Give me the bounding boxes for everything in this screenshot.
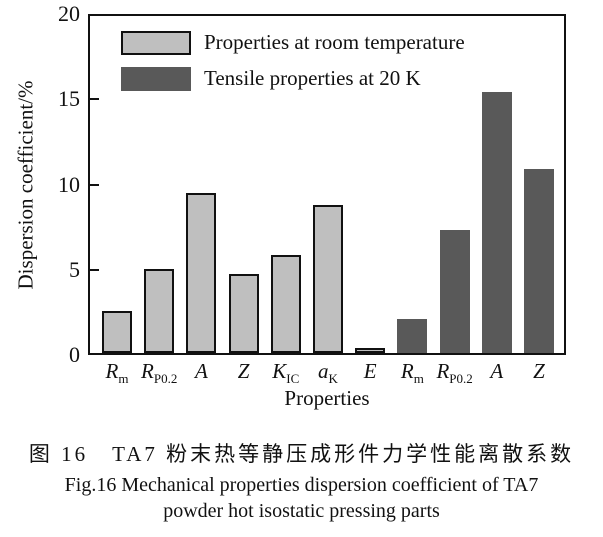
legend-label-20k: Tensile properties at 20 K	[204, 66, 421, 90]
legend-label-room-temperature: Properties at room temperature	[204, 30, 465, 54]
caption-chinese: 图 16 TA7 粉末热等静压成形件力学性能离散系数	[28, 442, 575, 466]
x-tick-label-rp0.2-8: RP0.2	[436, 359, 473, 387]
y-tick-mark-15	[90, 98, 99, 101]
chart-legend: Properties at room temperature Tensile p…	[121, 30, 465, 102]
bar-a-series1	[481, 92, 512, 353]
legend-item-20k: Tensile properties at 20 K	[121, 66, 465, 91]
y-tick-label-5: 5	[69, 256, 80, 282]
y-tick-label-15: 15	[58, 86, 80, 112]
y-tick-mark-5	[90, 268, 99, 271]
y-tick-label-20: 20	[58, 1, 80, 26]
legend-swatch-20k	[121, 66, 191, 91]
x-tick-label-a-2: A	[194, 359, 208, 383]
x-tick-label-kic-4: KIC	[272, 359, 300, 387]
bar-z-series1	[524, 169, 554, 353]
bar-rm-series0	[102, 311, 132, 353]
caption-english-line2: powder hot isostatic pressing parts	[163, 500, 440, 522]
caption-english-line1: Fig.16 Mechanical properties dispersion …	[64, 474, 539, 496]
bar-rp0.2-series0	[144, 269, 175, 353]
x-tick-label-z-3: Z	[237, 359, 250, 383]
chart-bars-container	[90, 16, 564, 353]
x-tick-label-ak-5: aK	[318, 359, 338, 387]
y-tick-label-0: 0	[69, 342, 80, 367]
bar-ak-series0	[313, 205, 343, 353]
bar-a-series0	[186, 193, 217, 353]
bar-rp0.2-series1	[439, 230, 470, 353]
x-tick-label-a-9: A	[490, 359, 504, 383]
legend-item-room-temperature: Properties at room temperature	[121, 30, 465, 55]
bar-kic-series0	[270, 255, 301, 353]
y-tick-mark-10	[90, 183, 99, 186]
y-tick-label-10: 10	[58, 171, 80, 197]
bar-e-series0	[355, 348, 386, 353]
chart-plot-area: Properties at room temperature Tensile p…	[88, 14, 566, 355]
x-axis-title: Properties	[284, 386, 370, 410]
x-tick-label-z-10: Z	[533, 359, 545, 383]
bar-rm-series1	[397, 319, 428, 353]
x-tick-label-e-6: E	[363, 359, 377, 383]
x-tick-label-rp0.2-1: RP0.2	[141, 359, 178, 387]
x-tick-label-rm-7: Rm	[400, 359, 424, 387]
x-tick-label-rm-0: Rm	[105, 359, 129, 387]
legend-swatch-room-temperature	[121, 30, 191, 55]
bar-z-series0	[228, 274, 259, 353]
